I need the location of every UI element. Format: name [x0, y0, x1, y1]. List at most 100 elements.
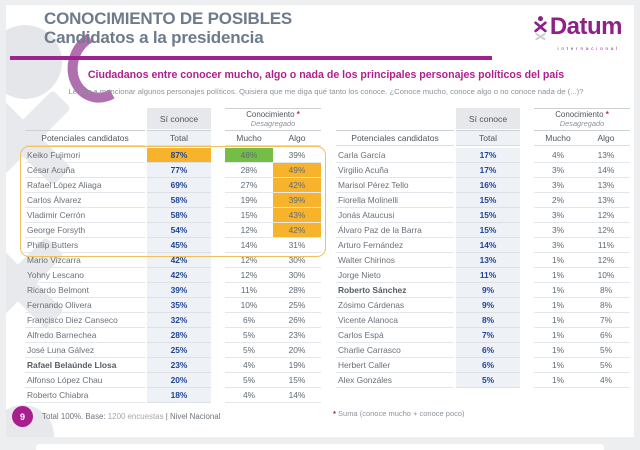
table-row: Alex Gonzáles 5% 1% 4% — [336, 373, 630, 388]
algo-cell: 10% — [597, 270, 615, 280]
total-cell: 45% — [147, 238, 211, 253]
algo-cell: 42% — [273, 223, 321, 237]
algo-cell: 42% — [273, 178, 321, 192]
name-cell: Vladimir Cerrón — [25, 208, 145, 223]
algo-cell: 20% — [288, 345, 306, 355]
mucho-cell: 2% — [551, 195, 565, 205]
algo-cell: 39% — [288, 150, 306, 160]
total-cell: 7% — [456, 328, 520, 343]
total-cell: 9% — [456, 298, 520, 313]
name-cell: José Luna Gálvez — [25, 343, 145, 358]
mucho-cell: 3% — [551, 180, 565, 190]
mucho-cell: 5% — [242, 330, 256, 340]
title-underline — [10, 56, 492, 60]
total-cell: 6% — [456, 343, 520, 358]
table-header-top: Sí conoce Conocimiento * Desagregado — [336, 108, 630, 129]
total-cell: 20% — [147, 373, 211, 388]
table-header-top: Sí conoce Conocimiento * Desagregado — [25, 108, 321, 129]
name-cell: Herbert Caller — [336, 358, 454, 373]
table-row: Carla García 17% 4% 13% — [336, 148, 630, 163]
name-cell: Zósimo Cárdenas — [336, 298, 454, 313]
name-cell: Álvaro Paz de la Barra — [336, 223, 454, 238]
mucho-column-header: Mucho — [236, 133, 262, 143]
total-cell: 16% — [456, 178, 520, 193]
mucho-cell: 1% — [551, 360, 565, 370]
table-row: George Forsyth 54% 12% 42% — [25, 223, 321, 238]
conocimiento-label: Conocimiento — [246, 110, 297, 119]
table-row: César Acuña 77% 28% 49% — [25, 163, 321, 178]
table-rows-left: Keiko Fujimori 87% 48% 39% César Acuña 77% 28%… — [20, 146, 326, 403]
algo-cell: 26% — [288, 315, 306, 325]
name-cell: Fernando Olivera — [25, 298, 145, 313]
mucho-cell: 1% — [551, 330, 565, 340]
algo-cell: 43% — [273, 208, 321, 222]
name-cell: Ricardo Belmont — [25, 283, 145, 298]
name-cell: Carlos Espá — [336, 328, 454, 343]
mucho-cell: 11% — [240, 285, 258, 295]
mucho-cell: 10% — [240, 300, 258, 310]
table-row: Francisco Diez Canseco 32% 6% 26% — [25, 313, 321, 328]
table-row: Arturo Fernández 14% 3% 11% — [336, 238, 630, 253]
footnote: * Suma (conoce mucho + conoce poco) — [333, 409, 465, 418]
mucho-cell: 5% — [242, 375, 256, 385]
mucho-cell: 1% — [551, 300, 565, 310]
algo-cell: 12% — [597, 225, 615, 235]
total-cell: 42% — [147, 268, 211, 283]
table-header-columns: Potenciales candidatos Total Mucho Algo — [25, 130, 321, 146]
mucho-cell: 4% — [242, 360, 256, 370]
total-column-header: Total — [456, 130, 520, 146]
desagregado-label: Desagregado — [250, 119, 296, 128]
mucho-cell: 5% — [242, 345, 256, 355]
survey-question: Le voy a mencionar algunos personajes po… — [68, 87, 584, 96]
table-row: Carlos Espá 7% 1% 6% — [336, 328, 630, 343]
mucho-cell: 4% — [551, 150, 565, 160]
name-cell: Mario Vizcarra — [25, 253, 145, 268]
algo-column-header: Algo — [597, 133, 615, 143]
total-cell: 6% — [456, 358, 520, 373]
mucho-cell: 3% — [551, 225, 565, 235]
total-cell: 15% — [456, 223, 520, 238]
algo-cell: 5% — [599, 345, 613, 355]
table-row: Marisol Pérez Tello 16% 3% 13% — [336, 178, 630, 193]
name-cell: George Forsyth — [25, 223, 145, 238]
mucho-cell: 6% — [242, 315, 256, 325]
table-row: Ricardo Belmont 39% 11% 28% — [25, 283, 321, 298]
algo-cell: 12% — [597, 210, 615, 220]
algo-cell: 30% — [288, 255, 306, 265]
page-title-line2: Candidatos a la presidencia — [44, 28, 264, 47]
algo-cell: 49% — [273, 163, 321, 177]
algo-cell: 14% — [597, 165, 615, 175]
table-rows-right: Carla García 17% 4% 13% Virgilio Acuña 17% 3% 1… — [336, 148, 630, 388]
algo-cell: 5% — [599, 360, 613, 370]
algo-cell: 23% — [288, 330, 306, 340]
table-row: Fiorella Molinelli 15% 2% 13% — [336, 193, 630, 208]
mucho-cell: 28% — [240, 165, 258, 175]
name-cell: Roberto Sánchez — [336, 283, 454, 298]
survey-headline: Ciudadanos entre conocer mucho, algo o n… — [87, 69, 565, 81]
table-row: Alfredo Barnechea 28% 5% 23% — [25, 328, 321, 343]
total-cell: 18% — [147, 388, 211, 403]
datum-logo: Datum internacional — [533, 15, 623, 51]
algo-cell: 31% — [288, 240, 306, 250]
name-cell: Roberto Chiabra — [25, 388, 145, 403]
name-cell: Charlie Carrasco — [336, 343, 454, 358]
algo-cell: 13% — [597, 180, 615, 190]
name-cell: Marisol Pérez Tello — [336, 178, 454, 193]
brand-subtitle: internacional — [557, 46, 620, 51]
table-row: Herbert Caller 6% 1% 5% — [336, 358, 630, 373]
mucho-cell: 1% — [551, 375, 565, 385]
total-cell: 13% — [456, 253, 520, 268]
name-cell: Virgilio Acuña — [336, 163, 454, 178]
table-row: Zósimo Cárdenas 9% 1% 8% — [336, 298, 630, 313]
base-scope: Nivel Nacional — [169, 412, 221, 421]
name-cell: Phillip Butters — [25, 238, 145, 253]
algo-cell: 14% — [288, 390, 306, 400]
base-separator: | — [163, 412, 170, 421]
footnote-asterisk: * — [605, 110, 609, 119]
name-cell: Rafael Belaúnde Llosa — [25, 358, 145, 373]
total-cell: 9% — [456, 283, 520, 298]
name-cell: César Acuña — [25, 163, 145, 178]
si-conoce-header: Sí conoce — [147, 108, 211, 129]
total-cell: 8% — [456, 313, 520, 328]
table-row: Yohny Lescano 42% 12% 30% — [25, 268, 321, 283]
